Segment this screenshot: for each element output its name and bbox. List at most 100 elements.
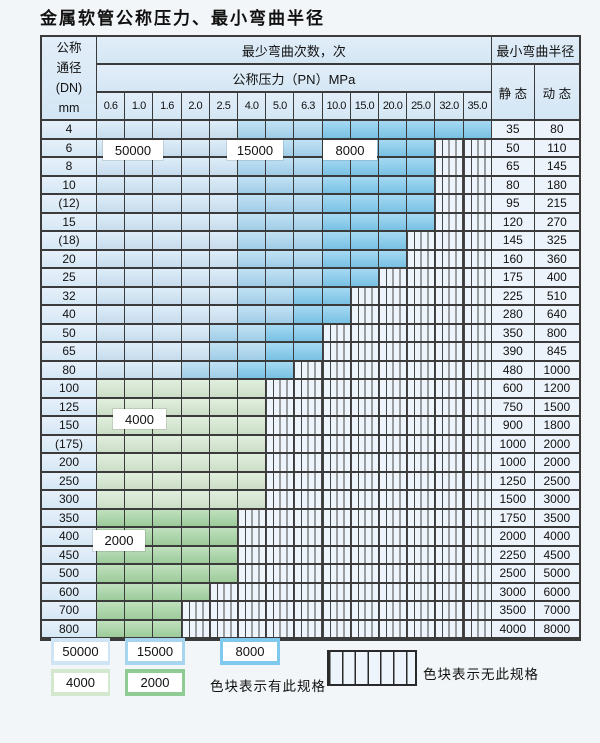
band-cell-无此规格	[463, 232, 492, 251]
band-cell-无此规格	[350, 398, 380, 417]
static-value-cell: 225	[491, 287, 535, 306]
dynamic-value-cell: 4000	[534, 528, 579, 547]
static-value-cell: 350	[491, 324, 535, 343]
band-cell-无此规格	[379, 398, 408, 417]
band-cell-50000	[181, 232, 210, 251]
band-cell-无此规格	[379, 546, 408, 565]
band-cell-无此规格	[322, 565, 351, 584]
dynamic-value-cell: 145	[534, 158, 579, 177]
band-cell-50000	[153, 121, 182, 140]
band-cell-2000	[125, 602, 154, 621]
band-cell-无此规格	[407, 509, 436, 528]
band-cell-50000	[125, 232, 154, 251]
band-cell-4000	[209, 454, 239, 473]
static-value-cell: 2500	[491, 565, 535, 584]
band-cell-4000	[125, 491, 154, 510]
overlay-label-8000: 8000	[323, 140, 377, 160]
band-cell-15000	[266, 213, 295, 232]
band-cell-50000	[125, 287, 154, 306]
band-cell-50000	[97, 121, 126, 140]
band-cell-无此规格	[463, 287, 492, 306]
band-cell-8000	[322, 250, 351, 269]
band-cell-8000	[407, 195, 436, 214]
band-cell-无此规格	[209, 620, 239, 639]
dynamic-value-cell: 640	[534, 306, 579, 325]
dn-cell: 400	[42, 528, 97, 547]
band-cell-2000	[209, 509, 239, 528]
static-value-cell: 1000	[491, 454, 535, 473]
pressure-column-header: 2.0	[181, 93, 210, 121]
band-cell-50000	[209, 158, 239, 177]
static-value-cell: 750	[491, 398, 535, 417]
band-cell-无此规格	[435, 546, 464, 565]
dynamic-value-cell: 3500	[534, 509, 579, 528]
band-cell-50000	[181, 250, 210, 269]
band-cell-2000	[97, 620, 126, 639]
table-header-pn: 公称压力（PN）MPa	[97, 65, 492, 93]
band-cell-50000	[97, 269, 126, 288]
band-cell-8000	[407, 121, 436, 140]
band-cell-无此规格	[266, 509, 295, 528]
dynamic-value-cell: 845	[534, 343, 579, 362]
table-header-static: 静 态	[491, 65, 535, 121]
band-cell-无此规格	[266, 546, 295, 565]
band-cell-4000	[209, 435, 239, 454]
static-value-cell: 80	[491, 176, 535, 195]
legend-no-spec-swatch	[327, 650, 417, 686]
band-cell-无此规格	[435, 213, 464, 232]
band-cell-无此规格	[350, 306, 380, 325]
legend-has-spec-text: 色块表示有此规格	[210, 679, 326, 694]
band-cell-无此规格	[463, 343, 492, 362]
band-cell-2000	[125, 583, 154, 602]
band-cell-15000	[266, 176, 295, 195]
band-cell-无此规格	[350, 343, 380, 362]
band-cell-15000	[294, 176, 323, 195]
band-cell-15000	[209, 324, 239, 343]
dn-cell: 250	[42, 472, 97, 491]
band-cell-8000	[266, 361, 295, 380]
band-cell-2000	[97, 602, 126, 621]
pressure-column-header: 1.0	[125, 93, 154, 121]
dynamic-value-cell: 6000	[534, 583, 579, 602]
band-cell-8000	[350, 176, 380, 195]
band-cell-无此规格	[266, 620, 295, 639]
band-cell-15000	[294, 269, 323, 288]
band-cell-50000	[153, 158, 182, 177]
band-cell-8000	[379, 232, 408, 251]
band-cell-8000	[322, 121, 351, 140]
band-cell-无此规格	[407, 380, 436, 399]
band-cell-4000	[97, 380, 126, 399]
band-cell-无此规格	[463, 176, 492, 195]
band-cell-无此规格	[379, 583, 408, 602]
band-cell-无此规格	[266, 435, 295, 454]
band-cell-无此规格	[407, 232, 436, 251]
band-cell-2000	[97, 509, 126, 528]
band-cell-4000	[209, 417, 239, 436]
pressure-column-header: 10.0	[322, 93, 351, 121]
band-cell-50000	[125, 324, 154, 343]
band-cell-50000	[125, 343, 154, 362]
band-cell-8000	[322, 269, 351, 288]
band-cell-8000	[238, 361, 267, 380]
band-cell-无此规格	[463, 213, 492, 232]
band-cell-50000	[125, 269, 154, 288]
dn-cell: (175)	[42, 435, 97, 454]
static-value-cell: 175	[491, 269, 535, 288]
band-cell-50000	[125, 250, 154, 269]
band-cell-50000	[209, 232, 239, 251]
dynamic-value-cell: 1000	[534, 361, 579, 380]
band-cell-2000	[181, 546, 210, 565]
band-cell-8000	[294, 343, 323, 362]
band-cell-4000	[181, 380, 210, 399]
dn-cell: 50	[42, 324, 97, 343]
band-cell-无此规格	[379, 528, 408, 547]
band-cell-15000	[294, 250, 323, 269]
band-cell-无此规格	[294, 361, 323, 380]
band-cell-无此规格	[350, 454, 380, 473]
band-cell-50000	[181, 287, 210, 306]
legend-no-spec-text: 色块表示无此规格	[423, 667, 539, 682]
static-value-cell: 95	[491, 195, 535, 214]
band-cell-无此规格	[379, 343, 408, 362]
band-cell-4000	[181, 472, 210, 491]
band-cell-50000	[181, 121, 210, 140]
